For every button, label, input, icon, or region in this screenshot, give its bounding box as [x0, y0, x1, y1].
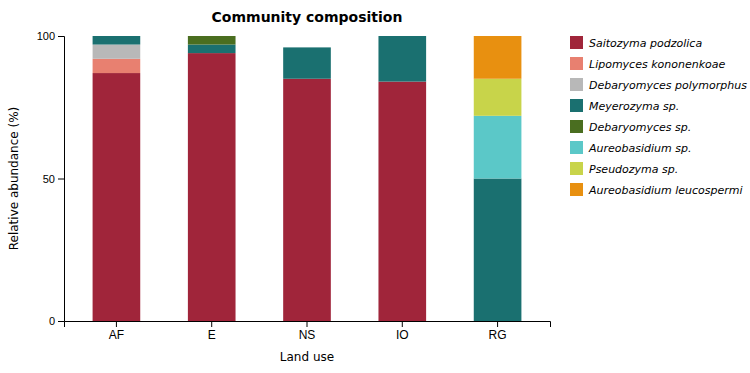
- series: [93, 53, 427, 321]
- legend-item: Lipomyces kononenkoae: [570, 57, 726, 71]
- bar-segment: [188, 45, 236, 54]
- x-tick-label: E: [208, 328, 216, 342]
- y-tick-label: 100: [37, 30, 55, 42]
- legend-swatch: [570, 120, 583, 133]
- legend-swatch: [570, 162, 583, 175]
- bar-segment: [188, 36, 236, 37]
- legend-item: Aureobasidium leucospermi: [570, 183, 743, 197]
- legend-swatch: [570, 99, 583, 112]
- bar-segment: [378, 36, 426, 37]
- legend-item: Pseudozyma sp.: [570, 162, 678, 176]
- bar-segment: [474, 36, 522, 79]
- y-tick: 100: [37, 30, 64, 42]
- x-tick: AF: [109, 321, 124, 342]
- y-tick: 50: [43, 173, 64, 185]
- bar-segment: [283, 47, 331, 48]
- legend-label: Debaryomyces polymorphus: [589, 79, 747, 92]
- legend: Saitozyma podzolica Lipomyces kononenkoae…: [570, 36, 747, 197]
- bar-segment: [283, 47, 331, 48]
- bar-segment: [283, 47, 331, 48]
- bar-segment: [283, 79, 331, 321]
- y-tick-mark: [58, 179, 64, 180]
- legend-item: Meyerozyma sp.: [570, 99, 679, 113]
- x-tick-mark: [116, 321, 117, 327]
- bar-segment: [93, 36, 141, 37]
- x-axis: AF E NS IO RG: [65, 321, 551, 342]
- x-tick-mark: [402, 321, 403, 327]
- y-tick-mark: [58, 321, 64, 322]
- bar-segment: [93, 36, 141, 45]
- bar-segment: [188, 36, 236, 37]
- series: [474, 36, 522, 79]
- legend-item: Debaryomyces polymorphus: [570, 78, 747, 92]
- bar-segment: [93, 59, 141, 73]
- title: Community composition: [212, 9, 403, 25]
- bar-segment: [378, 36, 426, 82]
- x-tick-label: AF: [109, 328, 124, 342]
- legend-label: Lipomyces kononenkoae: [589, 58, 726, 71]
- y-tick: 0: [49, 315, 64, 327]
- bar-segment: [188, 36, 236, 37]
- x-tick-label: RG: [489, 328, 507, 342]
- legend-swatch: [570, 36, 583, 49]
- legend-swatch: [570, 78, 583, 91]
- legend-swatch: [570, 57, 583, 70]
- x-axis-title: Land use: [280, 350, 334, 364]
- series: [474, 116, 522, 179]
- bar-segment: [93, 36, 141, 37]
- x-tick: IO: [396, 321, 409, 342]
- bar-segment: [93, 36, 141, 37]
- y-axis: 0 50 100: [37, 30, 65, 327]
- x-tick-mark: [307, 321, 308, 327]
- plot: 0 50 100 AF E NS IO RG: [37, 30, 551, 342]
- x-tick-label: IO: [396, 328, 409, 342]
- legend-label: Aureobasidium leucospermi: [588, 184, 743, 197]
- bar-segment: [93, 36, 141, 37]
- bar-segment: [378, 36, 426, 37]
- bar-segment: [188, 36, 236, 45]
- legend-item: Aureobasidium sp.: [570, 141, 691, 155]
- x-tick: RG: [489, 321, 507, 342]
- x-tick: NS: [299, 321, 316, 342]
- series: [93, 36, 522, 321]
- bar-segment: [474, 79, 522, 116]
- x-tick-mark: [211, 321, 212, 327]
- bar-segment: [283, 47, 331, 78]
- bar-segment: [474, 116, 522, 179]
- series: [93, 45, 141, 59]
- y-tick-label: 50: [43, 173, 55, 185]
- bar-segment: [188, 53, 236, 321]
- y-tick-mark: [58, 36, 64, 37]
- chart: 0 50 100 AF E NS IO RG Community composition Land…: [0, 0, 750, 373]
- legend-label: Debaryomyces sp.: [589, 121, 691, 134]
- bar-segment: [93, 73, 141, 321]
- series: [93, 59, 141, 73]
- bar-segment: [378, 82, 426, 321]
- legend-label: Meyerozyma sp.: [589, 100, 679, 113]
- bar-segment: [283, 47, 331, 48]
- bar-segment: [474, 179, 522, 322]
- x-tick: E: [208, 321, 216, 342]
- legend-swatch: [570, 141, 583, 154]
- x-tick-label: NS: [299, 328, 316, 342]
- legend-label: Aureobasidium sp.: [588, 142, 691, 155]
- x-tick-mark: [497, 321, 498, 327]
- bar-segment: [378, 36, 426, 37]
- bars: [93, 36, 522, 321]
- bar-segment: [378, 36, 426, 37]
- bar-segment: [93, 45, 141, 59]
- y-axis-title: Relative abundance (%): [7, 107, 21, 251]
- legend-item: Debaryomyces sp.: [570, 120, 691, 134]
- legend-label: Saitozyma podzolica: [589, 37, 702, 50]
- legend-item: Saitozyma podzolica: [570, 36, 702, 50]
- legend-label: Pseudozyma sp.: [589, 163, 678, 176]
- y-tick-label: 0: [49, 315, 55, 327]
- series: [474, 79, 522, 116]
- x-axis-line: [65, 322, 551, 328]
- series: [188, 36, 236, 45]
- legend-swatch: [570, 183, 583, 196]
- y-axis-line: [58, 37, 65, 322]
